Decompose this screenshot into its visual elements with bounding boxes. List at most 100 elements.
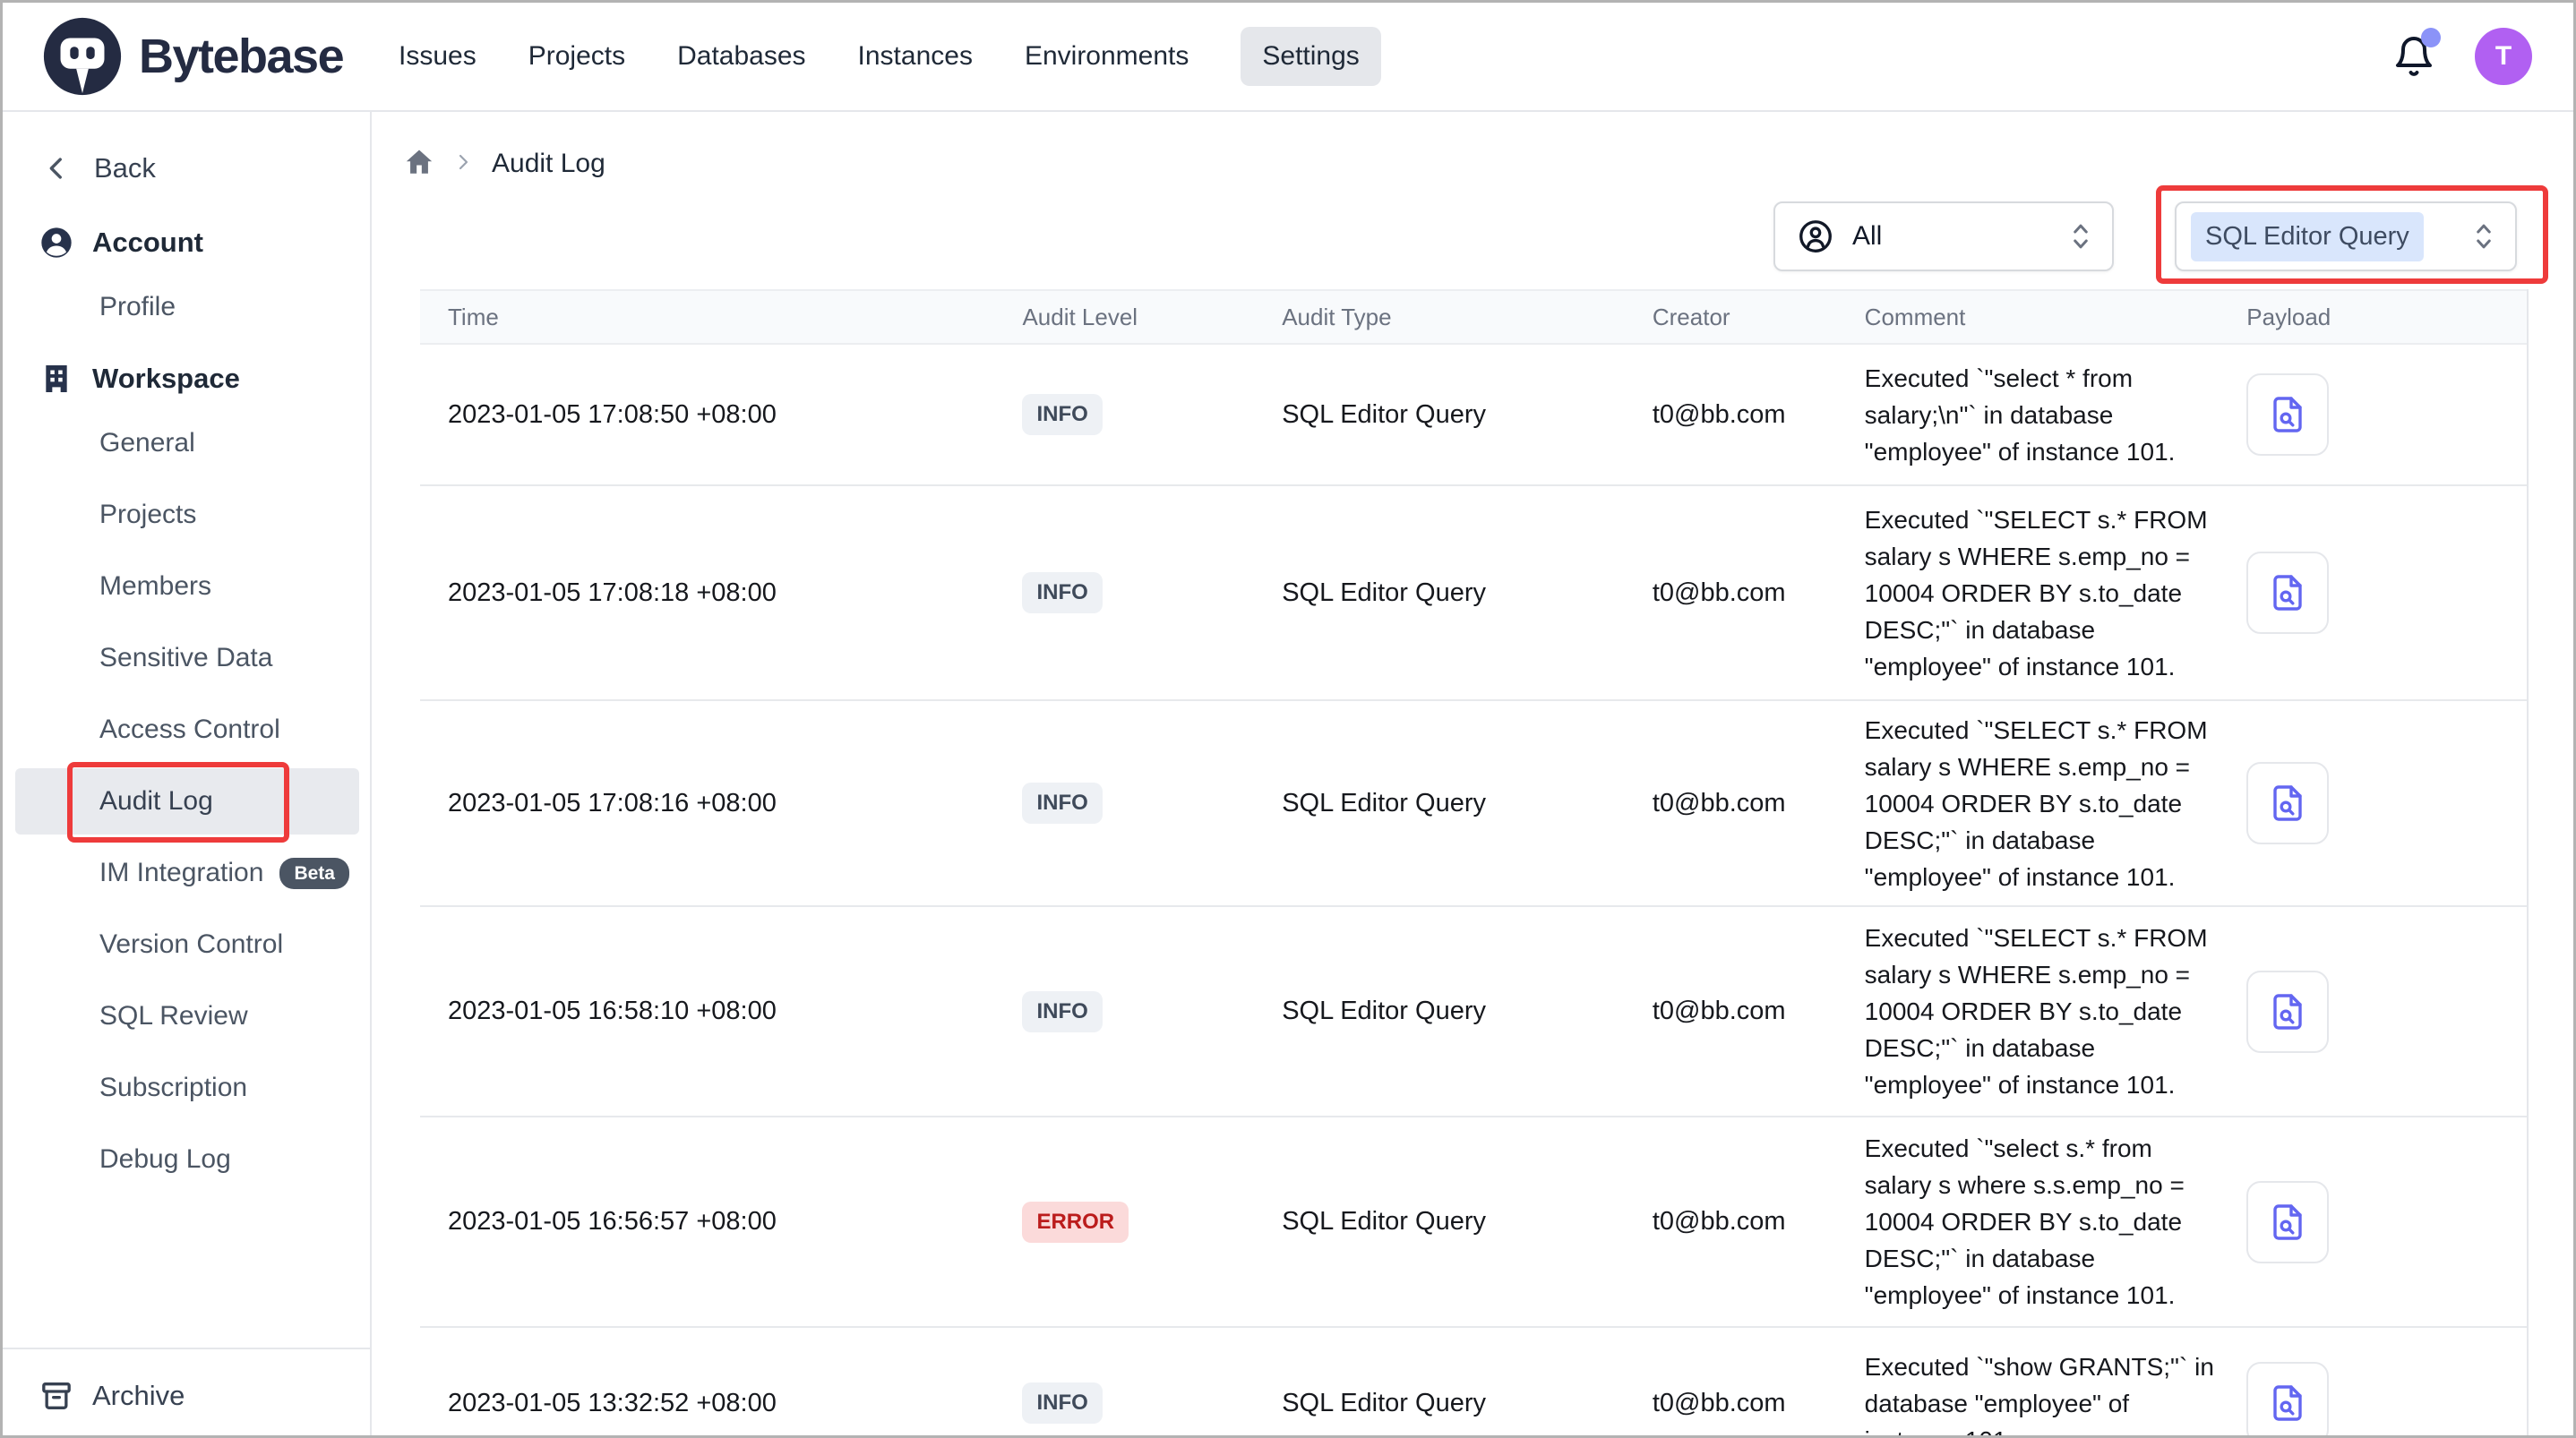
- table-row: 2023-01-05 17:08:50 +08:00 INFO SQL Edit…: [420, 345, 2527, 486]
- settings-sidebar: Back Account Profile: [3, 112, 372, 1435]
- table-row: 2023-01-05 16:56:57 +08:00 ERROR SQL Edi…: [420, 1117, 2527, 1328]
- notification-bell-button[interactable]: [2392, 28, 2441, 78]
- file-search-icon: [2273, 1385, 2302, 1421]
- audit-type-filter-select[interactable]: SQL Editor Query: [2175, 201, 2517, 271]
- nav-instances[interactable]: Instances: [857, 41, 973, 71]
- file-search-icon: [2273, 993, 2302, 1030]
- nav-issues[interactable]: Issues: [399, 41, 477, 71]
- bell-icon: [2396, 37, 2432, 76]
- main-nav: Issues Projects Databases Instances Envi…: [399, 3, 1381, 110]
- nav-settings[interactable]: Settings: [1241, 27, 1381, 86]
- account-person-icon: [39, 225, 74, 261]
- audit-level-badge: INFO: [1022, 1382, 1103, 1424]
- cell-time: 2023-01-05 17:08:18 +08:00: [448, 578, 777, 607]
- sidebar-item-general[interactable]: General: [99, 428, 195, 458]
- sidebar-item-sensitive-data[interactable]: Sensitive Data: [99, 643, 273, 672]
- cell-comment: Executed `"SELECT s.* FROM salary s WHER…: [1864, 505, 2208, 680]
- column-header-payload: Payload: [2246, 303, 2331, 330]
- cell-time: 2023-01-05 17:08:50 +08:00: [448, 399, 777, 429]
- select-chevrons-icon: [2067, 219, 2094, 253]
- sidebar-active-highlight: [15, 768, 359, 835]
- cell-audit-type: SQL Editor Query: [1282, 399, 1486, 429]
- cell-creator: t0@bb.com: [1652, 788, 1786, 817]
- view-payload-button[interactable]: [2246, 373, 2330, 456]
- view-payload-button[interactable]: [2246, 552, 2330, 634]
- cell-creator: t0@bb.com: [1652, 578, 1786, 607]
- cell-audit-type: SQL Editor Query: [1282, 997, 1486, 1025]
- sidebar-item-im-integration[interactable]: IM Integration Beta: [3, 841, 370, 905]
- top-navigation-bar: Bytebase Issues Projects Databases Insta…: [3, 3, 2573, 112]
- audit-type-filter-value: SQL Editor Query: [2191, 211, 2424, 261]
- sidebar-item-access-control[interactable]: Access Control: [99, 715, 280, 744]
- creator-filter-value: All: [1852, 221, 1883, 251]
- topbar-actions: T: [2392, 3, 2532, 110]
- creator-filter-select[interactable]: All: [1773, 201, 2114, 271]
- file-search-icon: [2273, 1203, 2302, 1240]
- audit-level-badge: INFO: [1022, 783, 1103, 824]
- home-icon[interactable]: [404, 147, 434, 182]
- file-search-icon: [2273, 785, 2302, 821]
- view-payload-button[interactable]: [2246, 970, 2330, 1053]
- view-payload-button[interactable]: [2246, 1180, 2330, 1263]
- cell-audit-type: SQL Editor Query: [1282, 1388, 1486, 1417]
- sidebar-item-members[interactable]: Members: [99, 571, 212, 601]
- cell-comment: Executed `"SELECT s.* FROM salary s WHER…: [1864, 924, 2208, 1099]
- sidebar-item-sql-review[interactable]: SQL Review: [99, 1001, 248, 1031]
- table-row: 2023-01-05 16:58:10 +08:00 INFO SQL Edit…: [420, 907, 2527, 1117]
- sidebar-divider: [3, 1348, 370, 1349]
- sidebar-item-version-control[interactable]: Version Control: [99, 929, 284, 959]
- file-search-icon: [2273, 397, 2302, 432]
- workspace-building-icon: [39, 361, 74, 397]
- nav-projects[interactable]: Projects: [528, 41, 626, 71]
- audit-level-badge: ERROR: [1022, 1201, 1129, 1243]
- cell-creator: t0@bb.com: [1652, 1207, 1786, 1236]
- table-header: Time Audit Level Audit Type Creator Comm…: [420, 289, 2527, 345]
- table-row: 2023-01-05 13:32:52 +08:00 INFO SQL Edit…: [420, 1328, 2527, 1436]
- cell-audit-type: SQL Editor Query: [1282, 788, 1486, 817]
- nav-databases[interactable]: Databases: [677, 41, 806, 71]
- cell-creator: t0@bb.com: [1652, 997, 1786, 1025]
- sidebar-item-profile[interactable]: Profile: [99, 292, 176, 321]
- audit-log-table: Time Audit Level Audit Type Creator Comm…: [420, 289, 2529, 1436]
- cell-creator: t0@bb.com: [1652, 399, 1786, 429]
- bytebase-logo[interactable]: Bytebase: [40, 3, 345, 110]
- cell-creator: t0@bb.com: [1652, 1388, 1786, 1417]
- cell-comment: Executed `"SELECT s.* FROM salary s WHER…: [1864, 715, 2208, 891]
- cell-comment: Executed `"show GRANTS;"` in database "e…: [1864, 1352, 2214, 1436]
- sidebar-item-debug-log[interactable]: Debug Log: [99, 1144, 231, 1174]
- section-workspace: Workspace: [3, 347, 370, 411]
- column-header-comment: Comment: [1864, 303, 1966, 330]
- chevron-right-icon: [452, 151, 474, 177]
- file-search-icon: [2273, 575, 2302, 611]
- view-payload-button[interactable]: [2246, 1362, 2330, 1435]
- column-header-time: Time: [448, 303, 499, 330]
- column-header-audit-level: Audit Level: [1022, 303, 1138, 330]
- sidebar-item-projects[interactable]: Projects: [99, 500, 197, 529]
- cell-time: 2023-01-05 17:08:16 +08:00: [448, 788, 777, 817]
- audit-level-badge: INFO: [1022, 990, 1103, 1032]
- view-payload-button[interactable]: [2246, 762, 2330, 844]
- chevron-left-icon: [39, 150, 74, 186]
- beta-badge: Beta: [279, 857, 349, 889]
- user-avatar[interactable]: T: [2475, 28, 2532, 85]
- brand-name: Bytebase: [139, 30, 345, 83]
- cell-comment: Executed `"select * from salary;\n"` in …: [1864, 364, 2176, 466]
- section-account: Account: [3, 210, 370, 275]
- audit-level-badge: INFO: [1022, 394, 1103, 435]
- cell-time: 2023-01-05 13:32:52 +08:00: [448, 1388, 777, 1417]
- column-header-audit-type: Audit Type: [1282, 303, 1392, 330]
- cell-comment: Executed `"select s.* from salary s wher…: [1864, 1134, 2185, 1309]
- cell-time: 2023-01-05 16:58:10 +08:00: [448, 997, 777, 1025]
- back-button[interactable]: Back: [3, 136, 370, 201]
- breadcrumb-page-title: Audit Log: [492, 149, 605, 178]
- breadcrumb: Audit Log: [404, 137, 605, 191]
- sidebar-item-subscription[interactable]: Subscription: [99, 1073, 248, 1102]
- column-header-creator: Creator: [1652, 303, 1730, 330]
- sidebar-item-archive[interactable]: Archive: [3, 1364, 370, 1428]
- cell-audit-type: SQL Editor Query: [1282, 1207, 1486, 1236]
- sidebar-item-audit-log[interactable]: Audit Log: [99, 786, 213, 816]
- nav-environments[interactable]: Environments: [1024, 41, 1189, 71]
- select-chevrons-icon: [2470, 219, 2497, 253]
- table-row: 2023-01-05 17:08:18 +08:00 INFO SQL Edit…: [420, 486, 2527, 701]
